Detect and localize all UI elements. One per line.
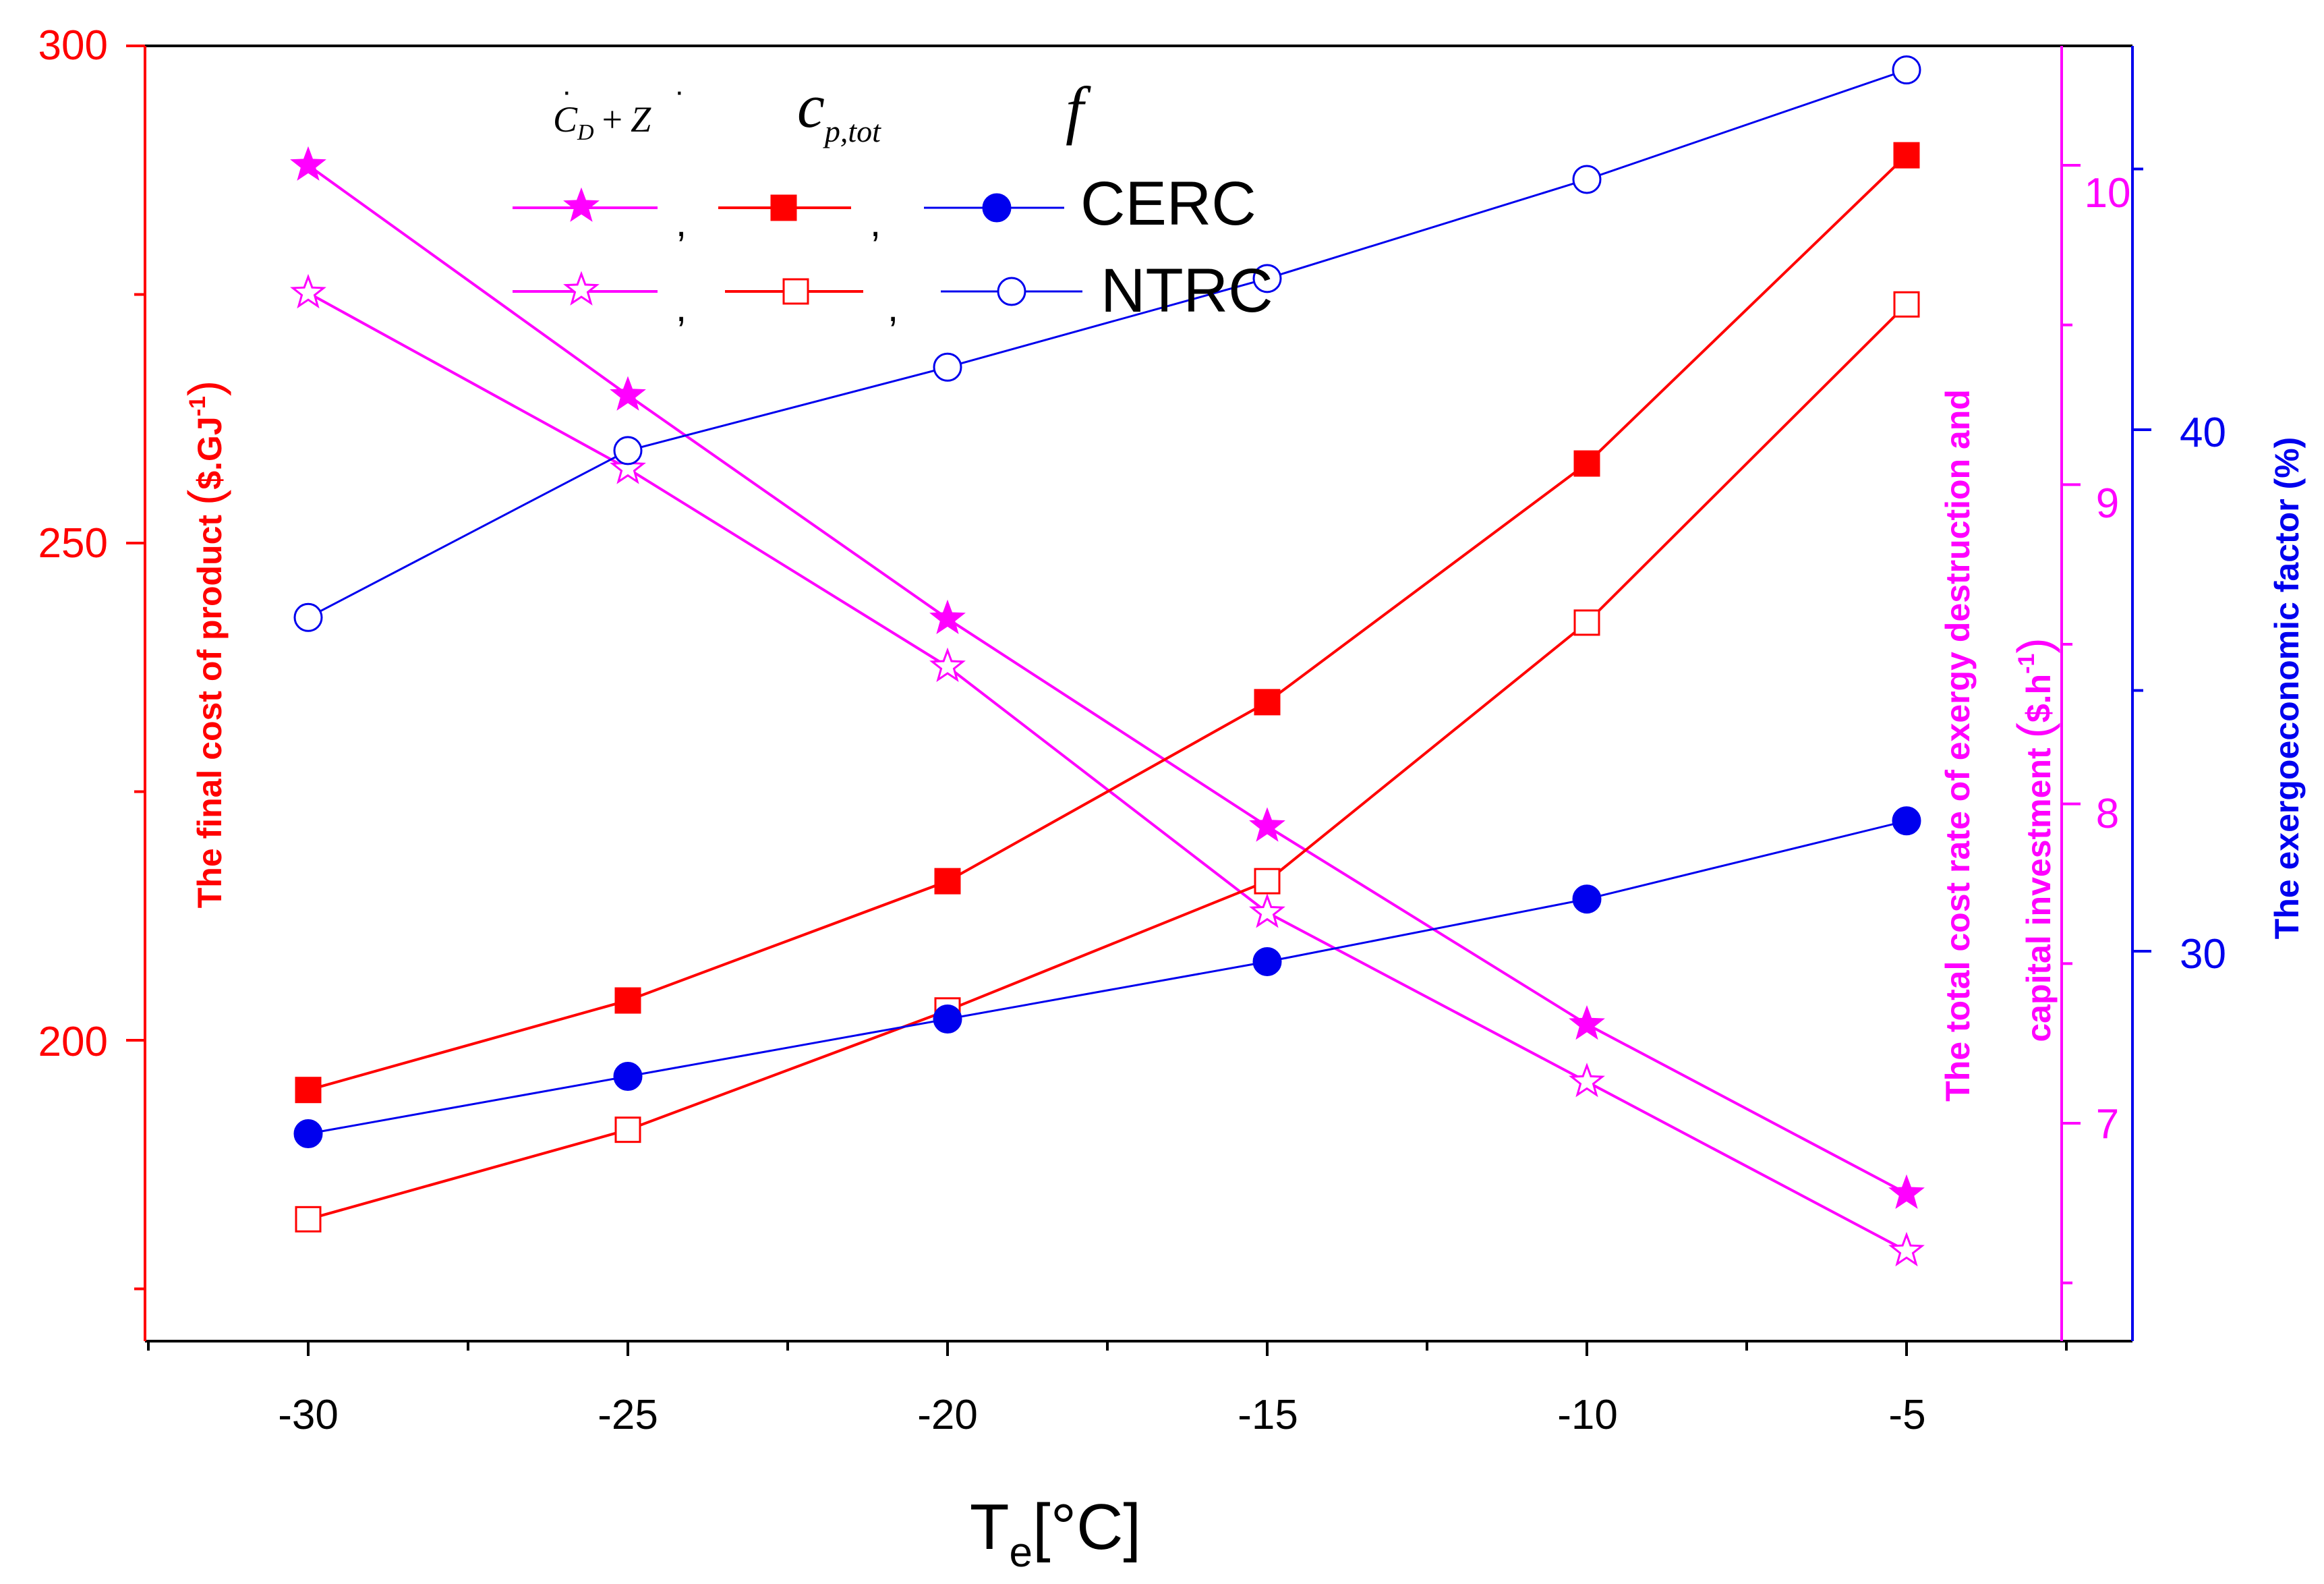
x-tick-label: -20 (917, 1392, 978, 1438)
series-line (308, 820, 1907, 1135)
data-point (614, 1116, 641, 1143)
data-point (1569, 1063, 1605, 1098)
x-tick-label: -30 (278, 1392, 339, 1438)
data-point (1254, 689, 1281, 716)
data-point (613, 436, 643, 465)
series-line (308, 303, 1908, 1221)
data-point (1252, 264, 1282, 293)
data-point (1573, 450, 1600, 477)
data-point (1569, 1005, 1605, 1040)
series-line (308, 69, 1907, 619)
series-markers (290, 55, 1925, 1267)
data-point (1892, 55, 1921, 85)
data-point (293, 602, 323, 632)
right1-axis-title-line2: capital investment ($.h-1) (2008, 638, 2060, 1042)
data-point (290, 146, 326, 181)
x-tick-labels: -30 -25 -20 -15 -10 -5 (278, 1392, 1925, 1438)
right1-tick-label: 9 (2096, 480, 2119, 527)
legend-separator: , (676, 286, 687, 330)
data-point (610, 449, 646, 484)
right2-tick-label: 30 (2180, 931, 2226, 978)
right-y-axis-cost-rate (2060, 46, 2081, 1341)
data-point (929, 647, 966, 683)
data-point (293, 1119, 323, 1149)
series-line (308, 291, 1907, 1253)
series-lines (307, 69, 1908, 1253)
right1-tick-label: 8 (2096, 791, 2119, 837)
data-point (1572, 884, 1602, 914)
legend-separator: , (888, 286, 898, 330)
left-y-axis (126, 45, 146, 1341)
legend-label-cerc: CERC (1080, 169, 1256, 238)
data-point (1893, 291, 1920, 318)
data-point (933, 1004, 962, 1034)
right2-axis-title: The exergoeconomic factor (%) (2268, 437, 2306, 940)
data-point (934, 868, 961, 895)
right1-tick-labels: 7 8 9 10 (2085, 170, 2131, 1148)
data-point (1249, 893, 1285, 928)
legend-marker-star-filled (563, 187, 600, 222)
legend: CD + Z · · cp,tot f , , CERC , , NTRC (513, 72, 1273, 330)
x-tick-label: -10 (1557, 1392, 1618, 1438)
legend-markers (563, 187, 1026, 306)
data-point (1249, 807, 1285, 842)
series-line (307, 164, 1907, 1195)
legend-header-f: f (1066, 74, 1091, 146)
x-tick-label: -5 (1888, 1392, 1925, 1438)
right1-axis-title-line1: The total cost rate of exergy destructio… (1939, 389, 1977, 1102)
legend-marker-square-filled (770, 194, 797, 221)
right1-tick-label: 10 (2085, 170, 2131, 217)
legend-marker-circle-filled (982, 193, 1012, 223)
right2-tick-labels: 30 40 (2180, 409, 2226, 978)
left-axis-title: The final cost of product ($.GJ-1) (179, 380, 231, 909)
data-point (614, 987, 641, 1014)
data-point (1892, 806, 1921, 836)
data-point (290, 273, 326, 309)
legend-header-cd-z: CD + Z (553, 99, 651, 145)
data-point (613, 1062, 643, 1092)
data-point (610, 376, 646, 411)
x-tick-label: -25 (598, 1392, 658, 1438)
data-point (933, 352, 962, 382)
legend-marker-square-open (782, 278, 809, 305)
legend-dot-z: · (674, 75, 685, 108)
data-point (295, 1077, 322, 1104)
data-point (1888, 1231, 1925, 1267)
legend-marker-circle-open (997, 277, 1026, 306)
right-y-axis-exergoeconomic (2131, 46, 2151, 1341)
x-axis-ticks (147, 1341, 2068, 1356)
x-tick-label: -15 (1238, 1392, 1298, 1438)
data-point (295, 1206, 322, 1233)
legend-dot-cd: · (562, 75, 572, 108)
data-point (1252, 946, 1282, 976)
legend-separator: , (870, 201, 881, 245)
right2-tick-label: 40 (2180, 409, 2226, 456)
legend-separator: , (676, 201, 687, 245)
left-tick-label: 200 (38, 1019, 108, 1065)
right1-tick-label: 7 (2096, 1101, 2119, 1148)
data-point (929, 599, 966, 635)
left-tick-label: 250 (38, 520, 108, 567)
data-point (1888, 1174, 1925, 1210)
data-point (1254, 868, 1281, 895)
data-point (1573, 609, 1600, 636)
left-tick-label: 300 (38, 22, 108, 69)
series-line (308, 154, 1908, 1092)
legend-label-ntrc: NTRC (1101, 256, 1273, 325)
left-tick-labels: 200 250 300 (38, 22, 108, 1065)
legend-header-cp: cp,tot (797, 72, 881, 148)
x-axis-title: Te[°C] (970, 1491, 1141, 1576)
legend-marker-star-open (563, 271, 600, 306)
data-point (1572, 165, 1602, 194)
data-point (1893, 142, 1920, 169)
